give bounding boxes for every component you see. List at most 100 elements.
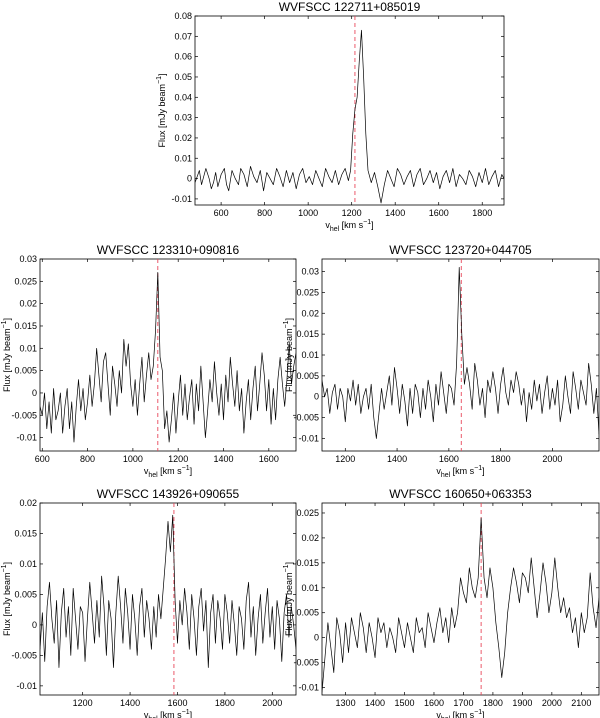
x-axis-label-main: v xyxy=(436,710,441,718)
y-tick-label: 0.03 xyxy=(301,267,319,277)
y-tick-label: 0.02 xyxy=(174,133,192,143)
spectrum-panel-3: WVFSCC 123720+044705 1200 1400 1600 1800 200… xyxy=(283,243,600,479)
y-axis-label-close: ] xyxy=(284,318,294,321)
x-tick-label: 1700 xyxy=(453,698,473,708)
x-tick-label: 1200 xyxy=(335,454,355,464)
panel-title: WVFSCC 160650+063353 xyxy=(389,487,532,501)
y-tick-label: 0.03 xyxy=(174,113,192,123)
x-axis-label: vhel [km s−1] xyxy=(436,709,484,718)
panel-title: WVFSCC 143926+090655 xyxy=(97,487,240,501)
x-axis-label-sup: −1 xyxy=(182,465,190,472)
y-tick-label: 0.06 xyxy=(174,52,192,62)
plot-frame xyxy=(321,502,600,696)
x-axis-label-unit: [km s xyxy=(450,466,474,476)
spectrum-line xyxy=(195,29,504,204)
x-tick-label: 2100 xyxy=(571,698,591,708)
x-tick-label: 2000 xyxy=(542,454,562,464)
y-tick-label: 0.01 xyxy=(174,153,192,163)
y-tick-label: 0.025 xyxy=(296,287,319,297)
x-axis-label-sup: −1 xyxy=(182,709,190,716)
y-tick-label: 0.025 xyxy=(14,276,37,286)
y-tick-label: -0.01 xyxy=(298,683,319,693)
x-tick-label: 1000 xyxy=(298,208,318,218)
x-axis-label-unit: [km s xyxy=(158,466,182,476)
y-tick-label: 0.025 xyxy=(296,508,319,518)
x-tick-label: 1900 xyxy=(512,698,532,708)
x-tick-label: 1800 xyxy=(215,698,235,708)
y-tick-label: 0.07 xyxy=(174,31,192,41)
x-tick-label: 1500 xyxy=(394,698,414,708)
y-tick-label: 0.02 xyxy=(19,299,37,309)
y-axis-label: Flux [mJy beam−1] xyxy=(156,73,167,147)
y-axis-label: Flux [mJy beam−1] xyxy=(283,318,294,392)
x-tick-label: 1600 xyxy=(424,698,444,708)
x-axis-label: vhel [km s−1] xyxy=(325,219,373,233)
x-tick-label: 1800 xyxy=(491,454,511,464)
spectrum-panel-4: WVFSCC 143926+090655 1200 1400 1600 1800 200… xyxy=(1,487,297,718)
y-tick-label: 0.01 xyxy=(19,343,37,353)
y-tick-label: 0.03 xyxy=(19,254,37,264)
x-axis-label-unit: [km s xyxy=(450,710,474,718)
x-axis-label-close: ] xyxy=(371,220,374,230)
y-tick-label: 0.01 xyxy=(301,350,319,360)
x-axis-label-main: v xyxy=(436,466,441,476)
x-axis-label-close: ] xyxy=(190,466,193,476)
y-axis-label-sup: −1 xyxy=(283,564,290,572)
y-tick-label: 0 xyxy=(314,392,319,402)
x-tick-label: 800 xyxy=(257,208,272,218)
y-axis-label-main: Flux [mJy beam xyxy=(284,328,294,392)
y-axis-label-close: ] xyxy=(2,318,12,321)
x-tick-label: 1200 xyxy=(342,208,362,218)
y-axis-label-main: Flux [mJy beam xyxy=(157,84,167,148)
plot-frame xyxy=(39,258,297,452)
y-tick-label: 0.02 xyxy=(19,498,37,508)
x-axis-label-sub: hel xyxy=(441,716,451,718)
x-axis-label-main: v xyxy=(325,220,330,230)
x-axis-label-main: v xyxy=(144,710,149,718)
y-axis-label: Flux [mJy beam−1] xyxy=(1,318,12,392)
y-tick-label: 0.01 xyxy=(19,559,37,569)
x-tick-label: 1600 xyxy=(439,454,459,464)
plot-frame xyxy=(39,502,297,696)
y-tick-label: -0.005 xyxy=(11,410,37,420)
x-tick-label: 1200 xyxy=(168,454,188,464)
x-axis-label: vhel [km s−1] xyxy=(144,465,192,479)
plot-frame xyxy=(194,15,505,206)
x-axis-label: vhel [km s−1] xyxy=(436,465,484,479)
y-axis-label-sup: −1 xyxy=(283,320,290,328)
panel-title: WVFSCC 122711+085019 xyxy=(279,0,421,14)
y-tick-label: 0.04 xyxy=(174,92,192,102)
spectrum-line xyxy=(40,272,296,443)
x-tick-label: 600 xyxy=(214,208,229,218)
spectrum-panel-2: WVFSCC 123310+090816 600 800 1000 1200 1400 1… xyxy=(1,243,297,479)
y-tick-label: -0.005 xyxy=(293,413,319,423)
x-tick-label: 1400 xyxy=(385,208,405,218)
x-axis-label-sub: hel xyxy=(441,472,451,479)
y-tick-label: -0.005 xyxy=(293,658,319,668)
x-axis-label-unit: [km s xyxy=(158,710,182,718)
x-tick-label: 1400 xyxy=(213,454,233,464)
y-axis-label-sup: −1 xyxy=(156,76,163,84)
x-axis-label-sub: hel xyxy=(148,716,158,718)
x-tick-label: 1600 xyxy=(429,208,449,218)
spectrum-line xyxy=(322,517,599,693)
y-tick-label: 0.015 xyxy=(14,528,37,538)
spectrum-line xyxy=(40,514,296,668)
y-tick-label: 0.005 xyxy=(296,608,319,618)
x-tick-label: 1200 xyxy=(73,698,93,708)
x-tick-label: 1400 xyxy=(365,698,385,708)
x-tick-label: 600 xyxy=(35,454,50,464)
plot-frame xyxy=(321,258,600,452)
x-tick-label: 1800 xyxy=(472,208,492,218)
y-tick-label: 0.02 xyxy=(301,308,319,318)
x-axis-label-sup: −1 xyxy=(474,465,482,472)
y-tick-label: 0 xyxy=(314,633,319,643)
y-tick-label: 0.01 xyxy=(301,583,319,593)
x-axis-label-sub: hel xyxy=(330,226,340,233)
x-tick-label: 2000 xyxy=(262,698,282,708)
y-axis-label-close: ] xyxy=(2,562,12,565)
y-tick-label: 0.015 xyxy=(296,329,319,339)
x-tick-label: 1300 xyxy=(336,698,356,708)
x-tick-label: 1600 xyxy=(259,454,279,464)
